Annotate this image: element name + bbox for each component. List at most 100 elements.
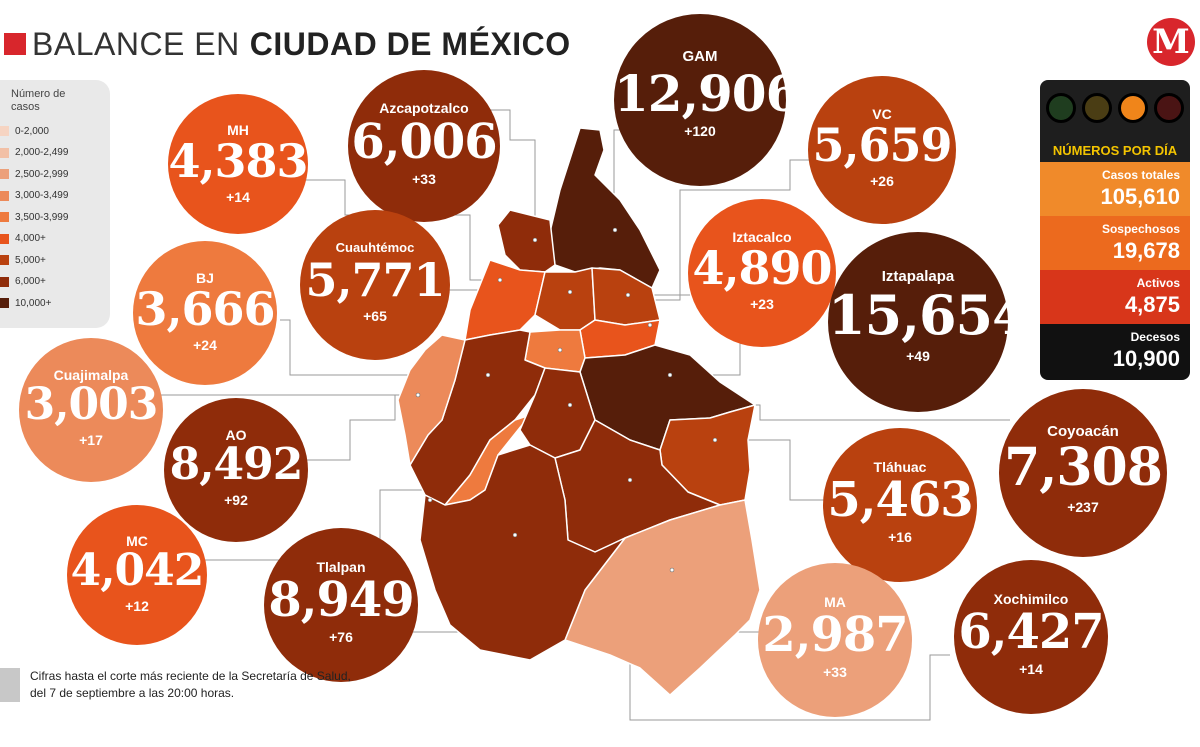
bubble-iztapalapa: Iztapalapa 15,654 +49: [828, 232, 1030, 412]
bubble-delta: +23: [750, 296, 774, 313]
cdmx-map: [397, 127, 761, 696]
stat-value: 105,610: [1100, 184, 1180, 209]
bubble-cases: 15,654: [828, 283, 1030, 347]
legend-swatch: [0, 212, 9, 222]
legend-title: Número de casos: [11, 88, 66, 113]
bubble-delta: +17: [79, 431, 103, 448]
bubble-name: GAM: [682, 48, 718, 66]
bubble-cuajimalpa: Cuajimalpa 3,003 +17: [19, 338, 163, 482]
stat-box: Activos 4,875: [1040, 270, 1190, 324]
bubble-tlalpan: Tlalpan 8,949 +76: [264, 528, 418, 682]
bubble-cases: 2,987: [762, 607, 908, 664]
legend-item: 2,000-2,499: [0, 144, 68, 162]
legend-swatch: [0, 255, 9, 265]
legend-label: 3,500-3,999: [15, 211, 69, 223]
legend-swatch: [0, 169, 9, 179]
legend: Número de casos 0-2,000 2,000-2,499 2,500-…: [0, 80, 110, 328]
bubble-cases: 3,666: [135, 282, 275, 337]
bubble-name: Cuajimalpa: [53, 366, 129, 383]
bubble-delta: +12: [125, 597, 149, 614]
bubble-delta: +237: [1067, 499, 1099, 516]
map-mh: [464, 259, 546, 341]
bubble-xochimilco: Xochimilco 6,427 +14: [954, 560, 1108, 714]
bubble-name: Xochimilco: [993, 590, 1069, 607]
legend-label: 4,000+: [15, 233, 46, 244]
legend-item: 6,000+: [0, 273, 46, 291]
bubble-cases: 7,308: [1004, 437, 1163, 499]
stat-box: Casos totales 105,610: [1040, 162, 1190, 216]
legend-label: 2,500-2,999: [15, 168, 69, 180]
legend-swatch: [0, 276, 9, 287]
legend-item: 0-2,000: [0, 122, 49, 140]
footnote-marker: [0, 668, 20, 702]
bubble-cases: 6,006: [351, 113, 497, 170]
title-light: BALANCE EN: [32, 25, 240, 62]
bubble-cases: 4,890: [692, 241, 832, 296]
legend-item: 3,500-3,999: [0, 208, 68, 226]
bubble-cases: 12,906: [614, 63, 800, 123]
bubble-cases: 5,659: [812, 118, 952, 173]
legend-item: 3,000-3,499: [0, 187, 68, 205]
bubble-azcapotzalco: Azcapotzalco 6,006 +33: [348, 70, 500, 222]
bubble-cases: 4,042: [70, 545, 205, 596]
legend-swatch: [0, 190, 9, 201]
bubble-cases: 3,003: [24, 379, 159, 431]
page-title: BALANCE EN CIUDAD DE MÉXICO: [0, 22, 571, 66]
legend-label: 5,000+: [15, 254, 46, 266]
bubble-name: BJ: [196, 269, 214, 286]
bubble-name: MA: [824, 593, 846, 610]
stat-value: 4,875: [1124, 292, 1180, 317]
stat-value: 19,678: [1112, 238, 1180, 263]
bubble-delta: +14: [226, 188, 250, 205]
bubble-name: Iztacalco: [732, 228, 792, 245]
bubble-mh: MH 4,383 +14: [168, 94, 309, 234]
light-lamp: [1118, 93, 1148, 123]
legend-swatch: [0, 233, 9, 244]
bubble-cases: 5,771: [305, 253, 445, 307]
bubble-cases: 4,383: [168, 134, 308, 188]
stats-header: NÚMEROS POR DÍA: [1040, 138, 1190, 162]
bubble-ma: MA 2,987 +33: [758, 563, 912, 717]
bubble-name: Tlalpan: [316, 558, 366, 575]
legend-swatch: [0, 126, 9, 136]
traffic-light-icon: [1040, 80, 1190, 138]
map-cuajimalpa: [397, 334, 466, 466]
legend-label: 3,000-3,499: [15, 190, 69, 201]
bubble-delta: +24: [193, 337, 217, 354]
bubble-name: Azcapotzalco: [379, 100, 469, 117]
map-azcapotzalco: [497, 209, 556, 273]
stat-value: 10,900: [1112, 346, 1180, 371]
bubble-vc: VC 5,659 +26: [808, 76, 956, 224]
title-bold: CIUDAD DE MÉXICO: [249, 25, 571, 62]
stat-label: Sospechosos: [1101, 222, 1180, 236]
bubble-name: Tláhuac: [873, 458, 927, 475]
bubble-delta: +120: [684, 123, 716, 140]
stat-box: Decesos 10,900: [1040, 324, 1190, 380]
bubble-delta: +65: [363, 307, 387, 324]
bubble-name: MC: [126, 533, 148, 549]
stat-label: Decesos: [1130, 330, 1180, 344]
bubble-delta: +92: [224, 491, 248, 508]
bubble-cases: 6,427: [958, 604, 1104, 661]
stats-panel: NÚMEROS POR DÍA Casos totales 105,610 Sosp…: [1040, 80, 1190, 380]
legend-label: 0-2,000: [15, 125, 49, 137]
footnote-text: Cifras hasta el corte más reciente de la…: [30, 669, 351, 700]
bubble-delta: +76: [329, 629, 353, 646]
bubble-name: Cuauhtémoc: [335, 240, 415, 255]
bubble-cases: 8,492: [169, 439, 304, 491]
bubble-tlahuac: Tláhuac 5,463 +16: [823, 428, 977, 582]
bubble-cuauhtemoc: Cuauhtémoc 5,771 +65: [300, 210, 450, 360]
legend-label: 6,000+: [15, 276, 46, 287]
light-lamp: [1082, 93, 1112, 123]
bubble-name: MH: [227, 122, 249, 138]
title-accent: [4, 33, 26, 55]
bubble-delta: +33: [823, 664, 847, 681]
bubble-name: VC: [872, 105, 892, 122]
bubble-mc: MC 4,042 +12: [67, 505, 207, 645]
bubble-iztacalco: Iztacalco 4,890 +23: [688, 199, 836, 347]
milenio-logo: M: [1147, 18, 1195, 66]
legend-item: 4,000+: [0, 230, 46, 248]
map-cuauhtemoc: [534, 267, 596, 331]
bubble-name: Iztapalapa: [881, 268, 955, 285]
legend-label: 2,000-2,499: [15, 147, 69, 158]
